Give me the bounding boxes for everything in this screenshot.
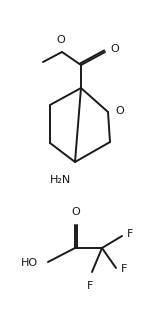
Text: H₂N: H₂N bbox=[50, 175, 72, 185]
Text: O: O bbox=[57, 35, 65, 45]
Text: O: O bbox=[115, 106, 124, 116]
Text: O: O bbox=[72, 207, 80, 217]
Text: F: F bbox=[121, 264, 127, 274]
Text: HO: HO bbox=[21, 258, 38, 268]
Text: F: F bbox=[87, 281, 93, 291]
Text: F: F bbox=[127, 229, 133, 239]
Text: O: O bbox=[110, 44, 119, 54]
